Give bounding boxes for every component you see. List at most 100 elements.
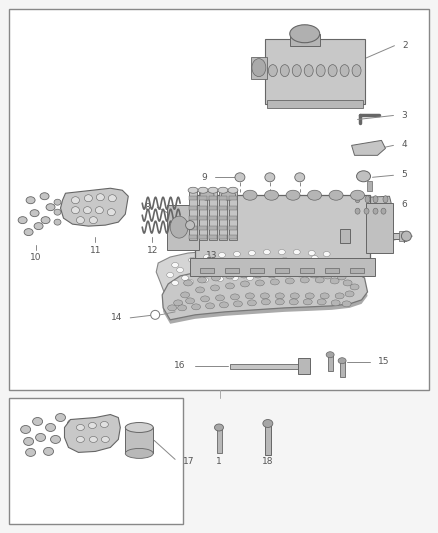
Ellipse shape (24, 438, 34, 446)
Ellipse shape (295, 271, 304, 277)
Ellipse shape (54, 209, 61, 215)
Ellipse shape (300, 277, 309, 283)
Ellipse shape (167, 272, 173, 278)
Bar (399, 231, 406, 241)
Ellipse shape (278, 249, 285, 255)
Bar (209, 196, 217, 200)
Ellipse shape (256, 270, 263, 274)
Ellipse shape (237, 264, 244, 270)
Ellipse shape (125, 448, 153, 458)
Ellipse shape (198, 187, 208, 193)
Ellipse shape (381, 208, 386, 214)
Ellipse shape (305, 293, 314, 299)
Ellipse shape (323, 273, 332, 279)
Ellipse shape (211, 285, 219, 291)
Ellipse shape (34, 223, 43, 230)
Ellipse shape (343, 280, 352, 286)
Bar (290, 34, 320, 46)
Bar (328, 355, 332, 370)
Ellipse shape (307, 190, 321, 200)
Ellipse shape (276, 293, 284, 299)
Ellipse shape (230, 294, 240, 300)
Ellipse shape (270, 279, 279, 285)
Bar (339, 229, 350, 243)
Ellipse shape (326, 259, 333, 263)
Bar (251, 56, 267, 78)
Ellipse shape (40, 193, 49, 200)
Ellipse shape (243, 190, 257, 200)
Ellipse shape (189, 257, 196, 263)
Ellipse shape (168, 305, 177, 311)
Ellipse shape (316, 64, 325, 77)
Ellipse shape (315, 277, 324, 283)
Ellipse shape (323, 252, 330, 256)
Ellipse shape (177, 268, 184, 272)
Ellipse shape (261, 299, 270, 305)
Bar (325, 268, 339, 273)
Ellipse shape (252, 59, 266, 77)
Bar (125, 427, 153, 454)
Bar (229, 235, 237, 239)
Text: 2: 2 (403, 41, 408, 50)
Ellipse shape (326, 352, 334, 358)
Ellipse shape (46, 424, 56, 432)
Polygon shape (352, 140, 385, 155)
Bar (229, 216, 237, 220)
Ellipse shape (95, 207, 103, 214)
Ellipse shape (172, 280, 179, 286)
Ellipse shape (301, 268, 308, 272)
Ellipse shape (201, 278, 208, 282)
Ellipse shape (263, 419, 273, 427)
Text: 1: 1 (216, 457, 222, 466)
Polygon shape (60, 188, 128, 226)
Ellipse shape (46, 204, 55, 211)
Bar (229, 226, 237, 230)
Ellipse shape (188, 187, 198, 193)
Ellipse shape (71, 207, 79, 214)
Bar (366, 203, 393, 253)
Ellipse shape (254, 272, 262, 278)
Ellipse shape (32, 417, 42, 425)
Ellipse shape (383, 196, 388, 203)
Ellipse shape (222, 261, 229, 265)
Ellipse shape (331, 268, 338, 272)
Ellipse shape (215, 295, 225, 301)
Ellipse shape (56, 414, 66, 422)
Ellipse shape (67, 419, 78, 427)
Text: 14: 14 (111, 313, 122, 322)
Ellipse shape (266, 263, 273, 268)
Bar (250, 268, 264, 273)
Ellipse shape (26, 197, 35, 204)
Ellipse shape (207, 265, 213, 270)
Ellipse shape (308, 251, 315, 255)
Ellipse shape (182, 276, 189, 280)
Ellipse shape (226, 270, 233, 276)
Ellipse shape (41, 216, 50, 224)
Ellipse shape (317, 299, 326, 305)
Ellipse shape (268, 64, 277, 77)
Ellipse shape (191, 304, 201, 310)
Text: 13: 13 (206, 251, 218, 260)
Ellipse shape (196, 287, 205, 293)
Ellipse shape (107, 209, 115, 216)
Ellipse shape (187, 279, 194, 285)
Bar (230, 364, 310, 369)
Ellipse shape (222, 190, 236, 200)
Ellipse shape (233, 252, 240, 256)
Bar (209, 190, 217, 240)
Ellipse shape (89, 216, 97, 224)
Ellipse shape (251, 260, 258, 264)
Ellipse shape (83, 207, 92, 214)
Ellipse shape (355, 208, 360, 214)
Ellipse shape (35, 433, 46, 441)
Text: 6: 6 (401, 200, 407, 209)
Ellipse shape (50, 435, 60, 443)
Bar (265, 39, 364, 103)
Ellipse shape (365, 196, 370, 203)
Ellipse shape (216, 277, 223, 281)
Ellipse shape (125, 423, 153, 432)
Text: 9: 9 (201, 173, 207, 182)
Bar (219, 235, 227, 239)
Bar (219, 226, 227, 230)
Bar (265, 424, 271, 455)
